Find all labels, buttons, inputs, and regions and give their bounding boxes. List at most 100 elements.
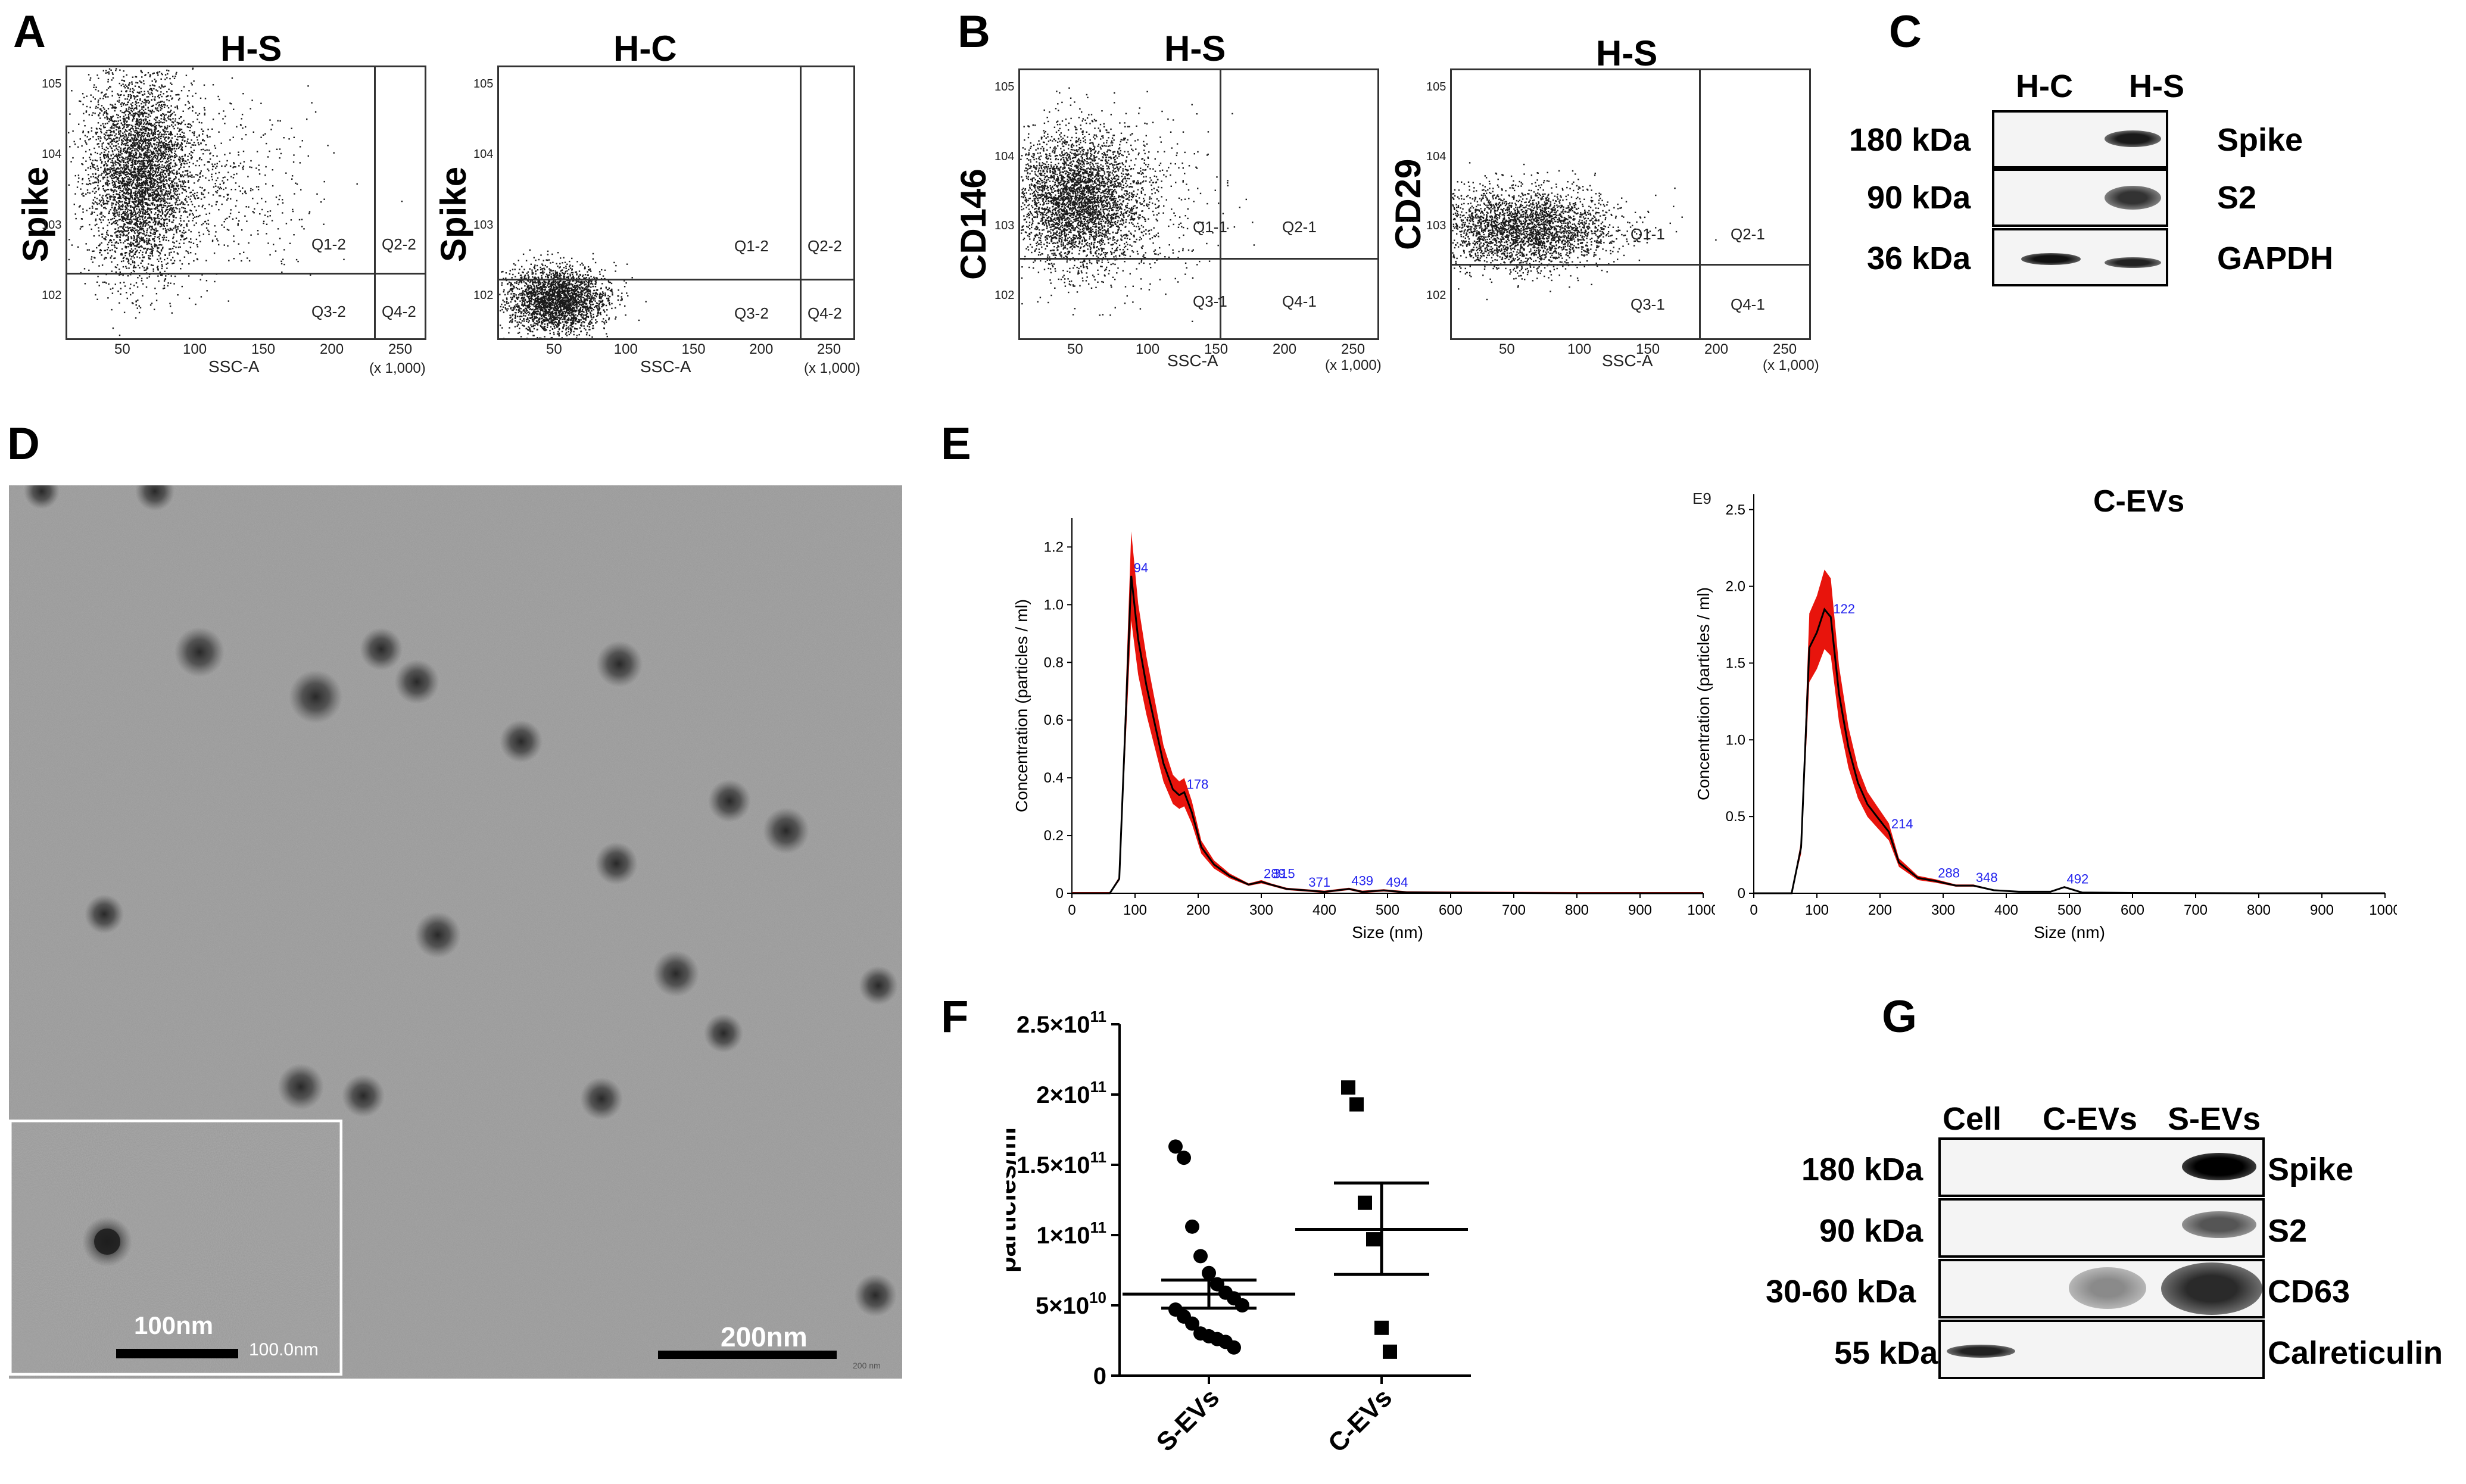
x-tick-label: 100 <box>1805 902 1829 918</box>
facs-b1-q3: Q3-1 <box>1193 292 1227 310</box>
blot-g-row-calreticulin <box>1938 1320 2265 1379</box>
peak-label: 214 <box>1891 816 1913 831</box>
panel-label-c: C <box>1889 7 1922 57</box>
nta-exponent: E9 <box>1692 490 1711 507</box>
blot-g-mw-1: 180 kDa <box>1801 1152 1923 1187</box>
x-tick-label: 900 <box>1628 902 1652 918</box>
facs-a2-q2: Q2-2 <box>808 237 842 255</box>
facs-a2-ytick: 105 <box>473 77 494 91</box>
data-point <box>1383 1344 1397 1359</box>
y-tick-label: 1.0 <box>1726 732 1745 748</box>
facs-b2-plot: Q1-1 Q2-1 Q3-1 Q4-1 <box>1450 68 1811 340</box>
x-tick-label: 0 <box>1068 902 1075 918</box>
data-point <box>1341 1080 1355 1095</box>
facs-a1-xtick: 250 <box>388 341 413 357</box>
facs-a1-xlabel: SSC-A <box>208 357 260 376</box>
blot-g-protein-2: S2 <box>2268 1213 2308 1249</box>
facs-a1-q4: Q4-2 <box>382 303 416 320</box>
blot-c-row-spike <box>1992 110 2168 169</box>
extracellular-vesicle <box>289 670 342 724</box>
facs-b2-title: H-S <box>1596 33 1658 73</box>
facs-b1-xtick: 100 <box>1136 341 1160 357</box>
panel-label-e: E <box>941 419 971 469</box>
x-tick-label: 200 <box>1868 902 1892 918</box>
data-point <box>1185 1219 1199 1234</box>
peak-label: 492 <box>2067 872 2089 887</box>
blot-g-protein-3: CD63 <box>2268 1274 2350 1310</box>
facs-b1-xtick: 150 <box>1204 341 1229 357</box>
y-tick-label: 5×1010 <box>1036 1289 1106 1319</box>
extracellular-vesicle <box>653 950 699 997</box>
tem-inset-caption: 100.0nm <box>249 1340 319 1360</box>
extracellular-vesicle <box>763 808 809 854</box>
facs-b1-q1: Q1-1 <box>1193 218 1227 236</box>
facs-b2-ytick: 102 <box>1426 289 1446 302</box>
facs-b2-ytick: 104 <box>1426 149 1446 163</box>
panel-label-g: G <box>1882 992 1918 1042</box>
facs-a2-q4: Q4-2 <box>808 304 842 322</box>
y-tick-label: 2.0 <box>1726 579 1745 595</box>
tem-corner-caption: 200 nm <box>853 1361 881 1370</box>
data-point <box>1168 1139 1183 1154</box>
facs-a2-xtick: 100 <box>613 341 638 357</box>
facs-b1-xtick: 250 <box>1341 341 1366 357</box>
facs-a2-xlabel: SSC-A <box>640 357 691 376</box>
extracellular-vesicle <box>708 780 751 822</box>
facs-a1-events <box>68 67 244 336</box>
facs-b1-events <box>1020 87 1208 316</box>
facs-b2-q3: Q3-1 <box>1631 295 1665 313</box>
x-tick-label: 300 <box>1931 902 1955 918</box>
x-tick-label: 800 <box>2247 902 2271 918</box>
y-tick-label: 2.5×1011 <box>1017 1008 1106 1038</box>
facs-a2-xtick: 250 <box>817 341 841 357</box>
y-tick-label: 0.8 <box>1044 654 1064 671</box>
y-tick-label: 0 <box>1056 886 1064 902</box>
extracellular-vesicle <box>595 842 638 885</box>
blot-c-row-gapdh <box>1992 228 2168 286</box>
x-tick-label: 200 <box>1186 902 1210 918</box>
facs-b2-xtick: 50 <box>1499 341 1515 357</box>
facs-a2-ytick: 103 <box>473 218 494 232</box>
x-tick-label: 900 <box>2310 902 2334 918</box>
facs-a1-ytick: 104 <box>42 148 62 161</box>
data-point <box>1177 1151 1191 1165</box>
facs-b1-xtick: 50 <box>1067 341 1083 357</box>
facs-b2-q4: Q4-1 <box>1731 295 1765 313</box>
x-tick-label: 500 <box>2057 902 2081 918</box>
blot-g-lane-3: S-EVs <box>2168 1101 2261 1137</box>
blot-g-protein-4: Calreticulin <box>2268 1335 2443 1371</box>
data-point <box>1349 1097 1364 1112</box>
x-axis-label: Size (nm) <box>1352 923 1423 941</box>
x-axis-label: Size (nm) <box>2034 923 2105 941</box>
facs-b1-plot: Q1-1 Q2-1 Q3-1 Q4-1 <box>1018 68 1379 340</box>
facs-a1-ytick: 103 <box>42 218 62 232</box>
extracellular-vesicle <box>394 659 439 704</box>
extracellular-vesicle <box>135 485 174 511</box>
extracellular-vesicle <box>500 720 543 763</box>
tem-inset-scalebar-label: 100nm <box>134 1311 214 1339</box>
blot-c-row-s2 <box>1992 169 2168 227</box>
blot-c-protein-2: S2 <box>2217 180 2257 216</box>
blot-c-protein-3: GAPDH <box>2217 241 2334 276</box>
facs-a1-title: H-S <box>220 29 282 68</box>
peak-label: 371 <box>1308 875 1330 890</box>
facs-a2-ytick: 104 <box>473 148 494 161</box>
data-point <box>1358 1195 1372 1210</box>
blot-c-lane-2: H-S <box>2129 68 2184 104</box>
x-tick-label: 600 <box>1439 902 1463 918</box>
facs-a1-xtick: 200 <box>320 341 344 357</box>
tem-scalebar <box>658 1351 837 1359</box>
extracellular-vesicle <box>342 1074 385 1117</box>
mean-line <box>1072 575 1703 894</box>
extracellular-vesicle <box>854 1274 897 1317</box>
facs-a2-ytick: 102 <box>473 289 494 302</box>
blot-c-mw-3: 36 kDa <box>1867 241 1971 276</box>
mean-line <box>1754 607 2385 894</box>
panel-label-b: B <box>958 7 990 57</box>
blot-g-row-spike <box>1938 1137 2265 1197</box>
peak-label: 288 <box>1938 865 1960 880</box>
x-category-label: S-EVs <box>1151 1383 1225 1457</box>
blot-g-protein-1: Spike <box>2268 1152 2354 1187</box>
